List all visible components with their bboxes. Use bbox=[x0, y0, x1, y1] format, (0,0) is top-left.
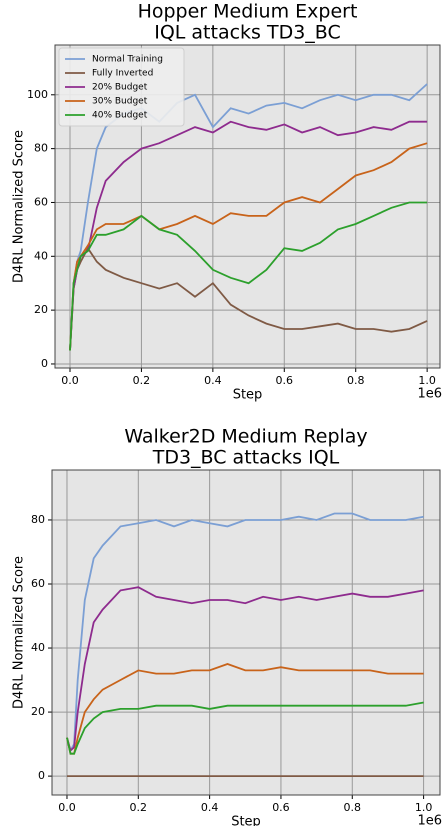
x-axis-label: Step bbox=[233, 388, 263, 403]
x-axis-label: Step bbox=[231, 815, 261, 826]
chart-title: IQL attacks TD3_BC bbox=[154, 22, 341, 44]
chart-title: Hopper Medium Expert bbox=[138, 1, 358, 23]
legend-label: 30% Budget bbox=[92, 97, 148, 107]
legend-label: Fully Inverted bbox=[92, 69, 153, 79]
x-tick-label: 0.4 bbox=[201, 801, 219, 814]
y-tick-label: 40 bbox=[34, 249, 48, 262]
y-tick-label: 80 bbox=[31, 513, 45, 526]
series-line bbox=[66, 512, 424, 753]
plot-frame bbox=[54, 44, 441, 369]
series-line bbox=[66, 701, 424, 755]
y-tick-label: 60 bbox=[34, 195, 48, 208]
legend-label: Normal Training bbox=[92, 55, 163, 65]
series-line bbox=[66, 663, 424, 755]
x-tick-label: 1.0 bbox=[418, 374, 436, 387]
y-tick-label: 20 bbox=[31, 705, 45, 718]
x-tick-label: 0.0 bbox=[58, 801, 76, 814]
y-axis-label: D4RL Normalized Score bbox=[12, 556, 27, 709]
chart-title: TD3_BC attacks IQL bbox=[152, 447, 340, 469]
x-tick-label: 1.0 bbox=[415, 801, 433, 814]
y-axis-label: D4RL Normalized Score bbox=[12, 130, 27, 283]
x-tick-label: 0.8 bbox=[344, 801, 362, 814]
y-tick-label: 20 bbox=[34, 303, 48, 316]
series-line bbox=[69, 142, 428, 351]
y-tick-label: 0 bbox=[38, 769, 45, 782]
y-tick-label: 60 bbox=[31, 577, 45, 590]
x-offset-label: 1e6 bbox=[417, 387, 442, 402]
y-tick-label: 0 bbox=[41, 357, 48, 370]
x-tick-label: 0.8 bbox=[347, 374, 365, 387]
x-tick-label: 0.6 bbox=[276, 374, 294, 387]
plot-frame bbox=[51, 469, 441, 796]
y-tick-label: 40 bbox=[31, 641, 45, 654]
series-line bbox=[66, 586, 424, 753]
series-line bbox=[69, 201, 428, 351]
chart-title: Walker2D Medium Replay bbox=[124, 426, 367, 448]
series-line bbox=[69, 83, 428, 351]
y-tick-label: 100 bbox=[27, 88, 48, 101]
legend-box bbox=[58, 47, 185, 127]
plot-area bbox=[52, 470, 440, 795]
legend-label: 40% Budget bbox=[92, 111, 148, 121]
x-tick-label: 0.6 bbox=[272, 801, 290, 814]
x-tick-label: 0.0 bbox=[61, 374, 79, 387]
x-tick-label: 0.4 bbox=[204, 374, 222, 387]
y-tick-label: 80 bbox=[34, 142, 48, 155]
x-tick-label: 0.2 bbox=[133, 374, 151, 387]
x-offset-label: 1e6 bbox=[417, 814, 442, 826]
legend-label: 20% Budget bbox=[92, 83, 148, 93]
x-tick-label: 0.2 bbox=[130, 801, 148, 814]
